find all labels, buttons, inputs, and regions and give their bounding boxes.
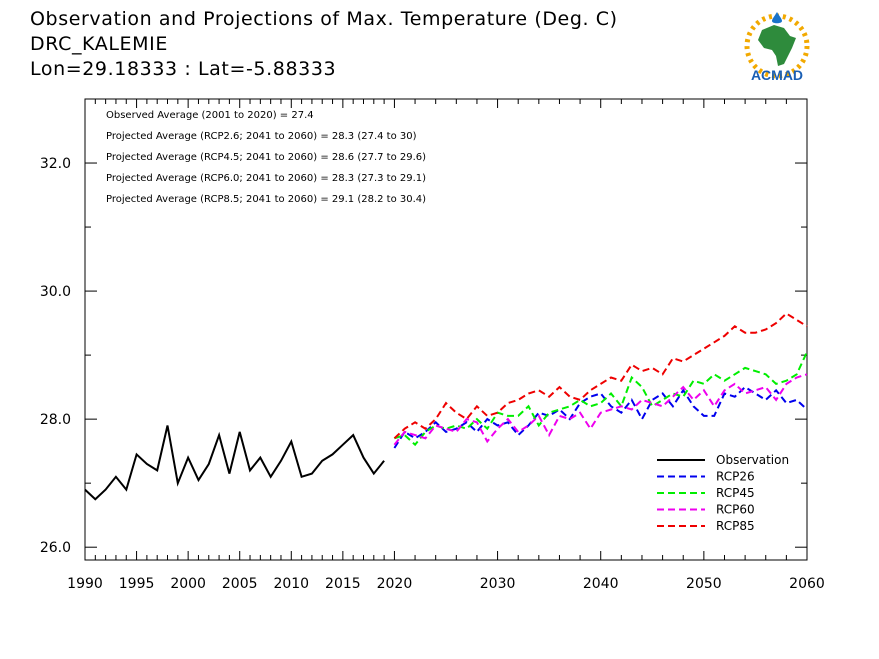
x-tick-label: 2000 xyxy=(170,576,206,592)
y-tick-label: 32.0 xyxy=(40,156,71,172)
annotation-text: Projected Average (RCP2.6; 2041 to 2060)… xyxy=(106,131,417,142)
series-line-rcp45 xyxy=(394,351,808,447)
africa-map-icon xyxy=(758,25,796,66)
x-tick-label: 2005 xyxy=(222,576,258,592)
legend-label: RCP45 xyxy=(716,486,755,500)
y-tick-label: 26.0 xyxy=(40,540,71,556)
y-tick-label: 30.0 xyxy=(40,284,71,300)
annotation-text: Observed Average (2001 to 2020) = 27.4 xyxy=(106,110,314,121)
legend-label: RCP60 xyxy=(716,503,755,517)
x-tick-label: 2020 xyxy=(377,576,413,592)
plot-frame xyxy=(84,98,808,561)
x-tick-label: 2060 xyxy=(789,576,825,592)
x-tick-label: 2040 xyxy=(583,576,619,592)
legend-label: RCP26 xyxy=(716,470,755,484)
acmad-logo: ACMAD xyxy=(744,12,810,83)
x-tick-label: 2050 xyxy=(686,576,722,592)
station-name: DRC_KALEMIE xyxy=(30,33,168,55)
series-line-rcp26 xyxy=(393,385,808,449)
x-tick-label: 2015 xyxy=(325,576,361,592)
chart-axes: 1990 1995 2000 2005 2010 2015 2020 2030 2040 2050… xyxy=(40,98,825,592)
legend-label: Observation xyxy=(716,453,789,467)
chart-series xyxy=(84,312,808,501)
x-tick-label: 1995 xyxy=(119,576,155,592)
x-tick-label: 1990 xyxy=(67,576,103,592)
series-line-observation xyxy=(84,425,385,501)
annotation-text: Projected Average (RCP8.5; 2041 to 2060)… xyxy=(106,194,426,205)
chart-title: Observation and Projections of Max. Temp… xyxy=(30,8,618,30)
y-tick-label: 28.0 xyxy=(40,412,71,428)
annotation-text: Projected Average (RCP4.5; 2041 to 2060)… xyxy=(106,152,426,163)
station-coordinates: Lon=29.18333 : Lat=-5.88333 xyxy=(30,58,337,80)
logo-text: ACMAD xyxy=(751,67,803,83)
water-drop-icon xyxy=(772,12,782,24)
x-tick-label: 2030 xyxy=(480,576,516,592)
series-line-rcp85 xyxy=(393,312,808,440)
chart-annotations: Observed Average (2001 to 2020) = 27.4 Pr… xyxy=(106,110,426,205)
x-tick-label: 2010 xyxy=(273,576,309,592)
legend-label: RCP85 xyxy=(716,519,755,533)
chart-legend: Observation RCP26 RCP45 RCP60 RCP85 xyxy=(657,453,789,533)
annotation-text: Projected Average (RCP6.0; 2041 to 2060)… xyxy=(106,173,426,184)
series-line-rcp60 xyxy=(393,373,808,446)
